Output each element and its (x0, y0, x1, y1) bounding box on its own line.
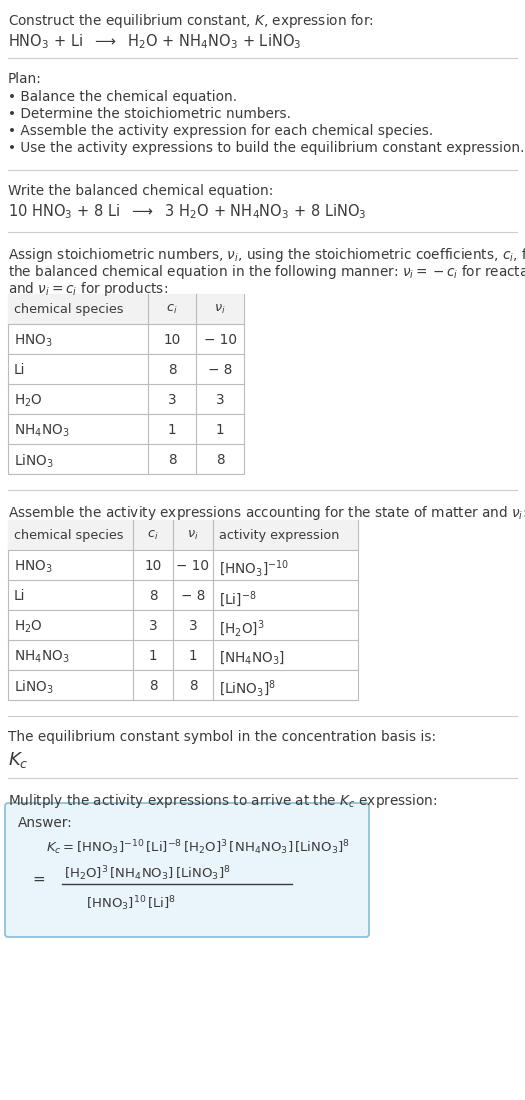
Bar (8, 520, 358, 550)
Text: 1: 1 (149, 649, 158, 663)
Bar (8, 294, 244, 324)
Text: $\mathrm{HNO_3}$ + Li  $\longrightarrow$  $\mathrm{H_2O}$ + $\mathrm{NH_4NO_3}$ : $\mathrm{HNO_3}$ + Li $\longrightarrow$ … (8, 32, 301, 51)
Text: 3: 3 (216, 393, 224, 407)
Text: $\nu_i$: $\nu_i$ (187, 529, 199, 542)
Text: − 10: − 10 (204, 333, 236, 346)
Text: Write the balanced chemical equation:: Write the balanced chemical equation: (8, 184, 274, 198)
Text: Mulitply the activity expressions to arrive at the $K_c$ expression:: Mulitply the activity expressions to arr… (8, 792, 438, 810)
Text: − 8: − 8 (208, 363, 232, 377)
Text: $[\mathrm{Li}]^{-8}$: $[\mathrm{Li}]^{-8}$ (219, 588, 257, 609)
Text: $\mathrm{NH_4NO_3}$: $\mathrm{NH_4NO_3}$ (14, 649, 69, 666)
Text: $\mathrm{NH_4NO_3}$: $\mathrm{NH_4NO_3}$ (14, 424, 69, 439)
Text: $c_i$: $c_i$ (166, 302, 178, 316)
Text: 1: 1 (216, 424, 224, 437)
Text: 8: 8 (167, 453, 176, 468)
Text: Construct the equilibrium constant, $K$, expression for:: Construct the equilibrium constant, $K$,… (8, 12, 374, 30)
Text: − 10: − 10 (176, 559, 209, 573)
Text: 8: 8 (149, 588, 158, 603)
Text: $[\mathrm{NH_4NO_3}]$: $[\mathrm{NH_4NO_3}]$ (219, 649, 285, 666)
Text: $c_i$: $c_i$ (148, 529, 159, 542)
Text: • Use the activity expressions to build the equilibrium constant expression.: • Use the activity expressions to build … (8, 141, 524, 155)
Bar (8, 294, 244, 474)
Text: $\mathrm{HNO_3}$: $\mathrm{HNO_3}$ (14, 559, 52, 575)
Text: $\nu_i$: $\nu_i$ (214, 302, 226, 316)
Text: $[\mathrm{H_2O}]^{3}\,[\mathrm{NH_4NO_3}]\,[\mathrm{LiNO_3}]^{8}$: $[\mathrm{H_2O}]^{3}\,[\mathrm{NH_4NO_3}… (64, 864, 230, 882)
Text: $\mathrm{LiNO_3}$: $\mathrm{LiNO_3}$ (14, 453, 54, 471)
Text: $\mathrm{H_2O}$: $\mathrm{H_2O}$ (14, 619, 43, 636)
Text: $\mathrm{H_2O}$: $\mathrm{H_2O}$ (14, 393, 43, 409)
Text: $\mathrm{LiNO_3}$: $\mathrm{LiNO_3}$ (14, 679, 54, 696)
Text: $[\mathrm{HNO_3}]^{-10}$: $[\mathrm{HNO_3}]^{-10}$ (219, 559, 289, 580)
Text: The equilibrium constant symbol in the concentration basis is:: The equilibrium constant symbol in the c… (8, 730, 436, 744)
Text: 3: 3 (188, 619, 197, 632)
Text: • Balance the chemical equation.: • Balance the chemical equation. (8, 90, 237, 104)
Text: 8: 8 (216, 453, 224, 468)
Text: • Assemble the activity expression for each chemical species.: • Assemble the activity expression for e… (8, 124, 433, 138)
Text: $=$: $=$ (30, 870, 46, 886)
Text: Li: Li (14, 363, 26, 377)
Text: $K_c = [\mathrm{HNO_3}]^{-10}\,[\mathrm{Li}]^{-8}\,[\mathrm{H_2O}]^{3}\,[\mathrm: $K_c = [\mathrm{HNO_3}]^{-10}\,[\mathrm{… (46, 838, 350, 857)
Text: Assign stoichiometric numbers, $\nu_i$, using the stoichiometric coefficients, $: Assign stoichiometric numbers, $\nu_i$, … (8, 246, 525, 264)
Text: 1: 1 (167, 424, 176, 437)
Text: $[\mathrm{HNO_3}]^{10}\,[\mathrm{Li}]^{8}$: $[\mathrm{HNO_3}]^{10}\,[\mathrm{Li}]^{8… (86, 894, 176, 913)
Text: activity expression: activity expression (219, 529, 339, 542)
Text: $\mathrm{HNO_3}$: $\mathrm{HNO_3}$ (14, 333, 52, 350)
Text: chemical species: chemical species (14, 529, 123, 542)
Text: 3: 3 (167, 393, 176, 407)
Text: chemical species: chemical species (14, 302, 123, 316)
Text: 10: 10 (163, 333, 181, 346)
Text: 8: 8 (149, 679, 158, 693)
Text: $K_c$: $K_c$ (8, 750, 28, 770)
Text: Plan:: Plan: (8, 72, 42, 86)
Text: the balanced chemical equation in the following manner: $\nu_i = -c_i$ for react: the balanced chemical equation in the fo… (8, 263, 525, 280)
Text: Li: Li (14, 588, 26, 603)
Text: Assemble the activity expressions accounting for the state of matter and $\nu_i$: Assemble the activity expressions accoun… (8, 504, 525, 522)
Text: 8: 8 (188, 679, 197, 693)
Text: Answer:: Answer: (18, 816, 73, 831)
Bar (8, 520, 358, 700)
Text: $[\mathrm{H_2O}]^{3}$: $[\mathrm{H_2O}]^{3}$ (219, 619, 265, 639)
Text: $[\mathrm{LiNO_3}]^{8}$: $[\mathrm{LiNO_3}]^{8}$ (219, 679, 276, 700)
Text: and $\nu_i = c_i$ for products:: and $\nu_i = c_i$ for products: (8, 280, 168, 298)
Text: 10 $\mathrm{HNO_3}$ + 8 Li  $\longrightarrow$  3 $\mathrm{H_2O}$ + $\mathrm{NH_4: 10 $\mathrm{HNO_3}$ + 8 Li $\longrightar… (8, 202, 366, 221)
Text: 1: 1 (188, 649, 197, 663)
Text: − 8: − 8 (181, 588, 205, 603)
Text: • Determine the stoichiometric numbers.: • Determine the stoichiometric numbers. (8, 107, 291, 121)
FancyBboxPatch shape (5, 803, 369, 937)
Text: 8: 8 (167, 363, 176, 377)
Text: 3: 3 (149, 619, 158, 632)
Text: 10: 10 (144, 559, 162, 573)
